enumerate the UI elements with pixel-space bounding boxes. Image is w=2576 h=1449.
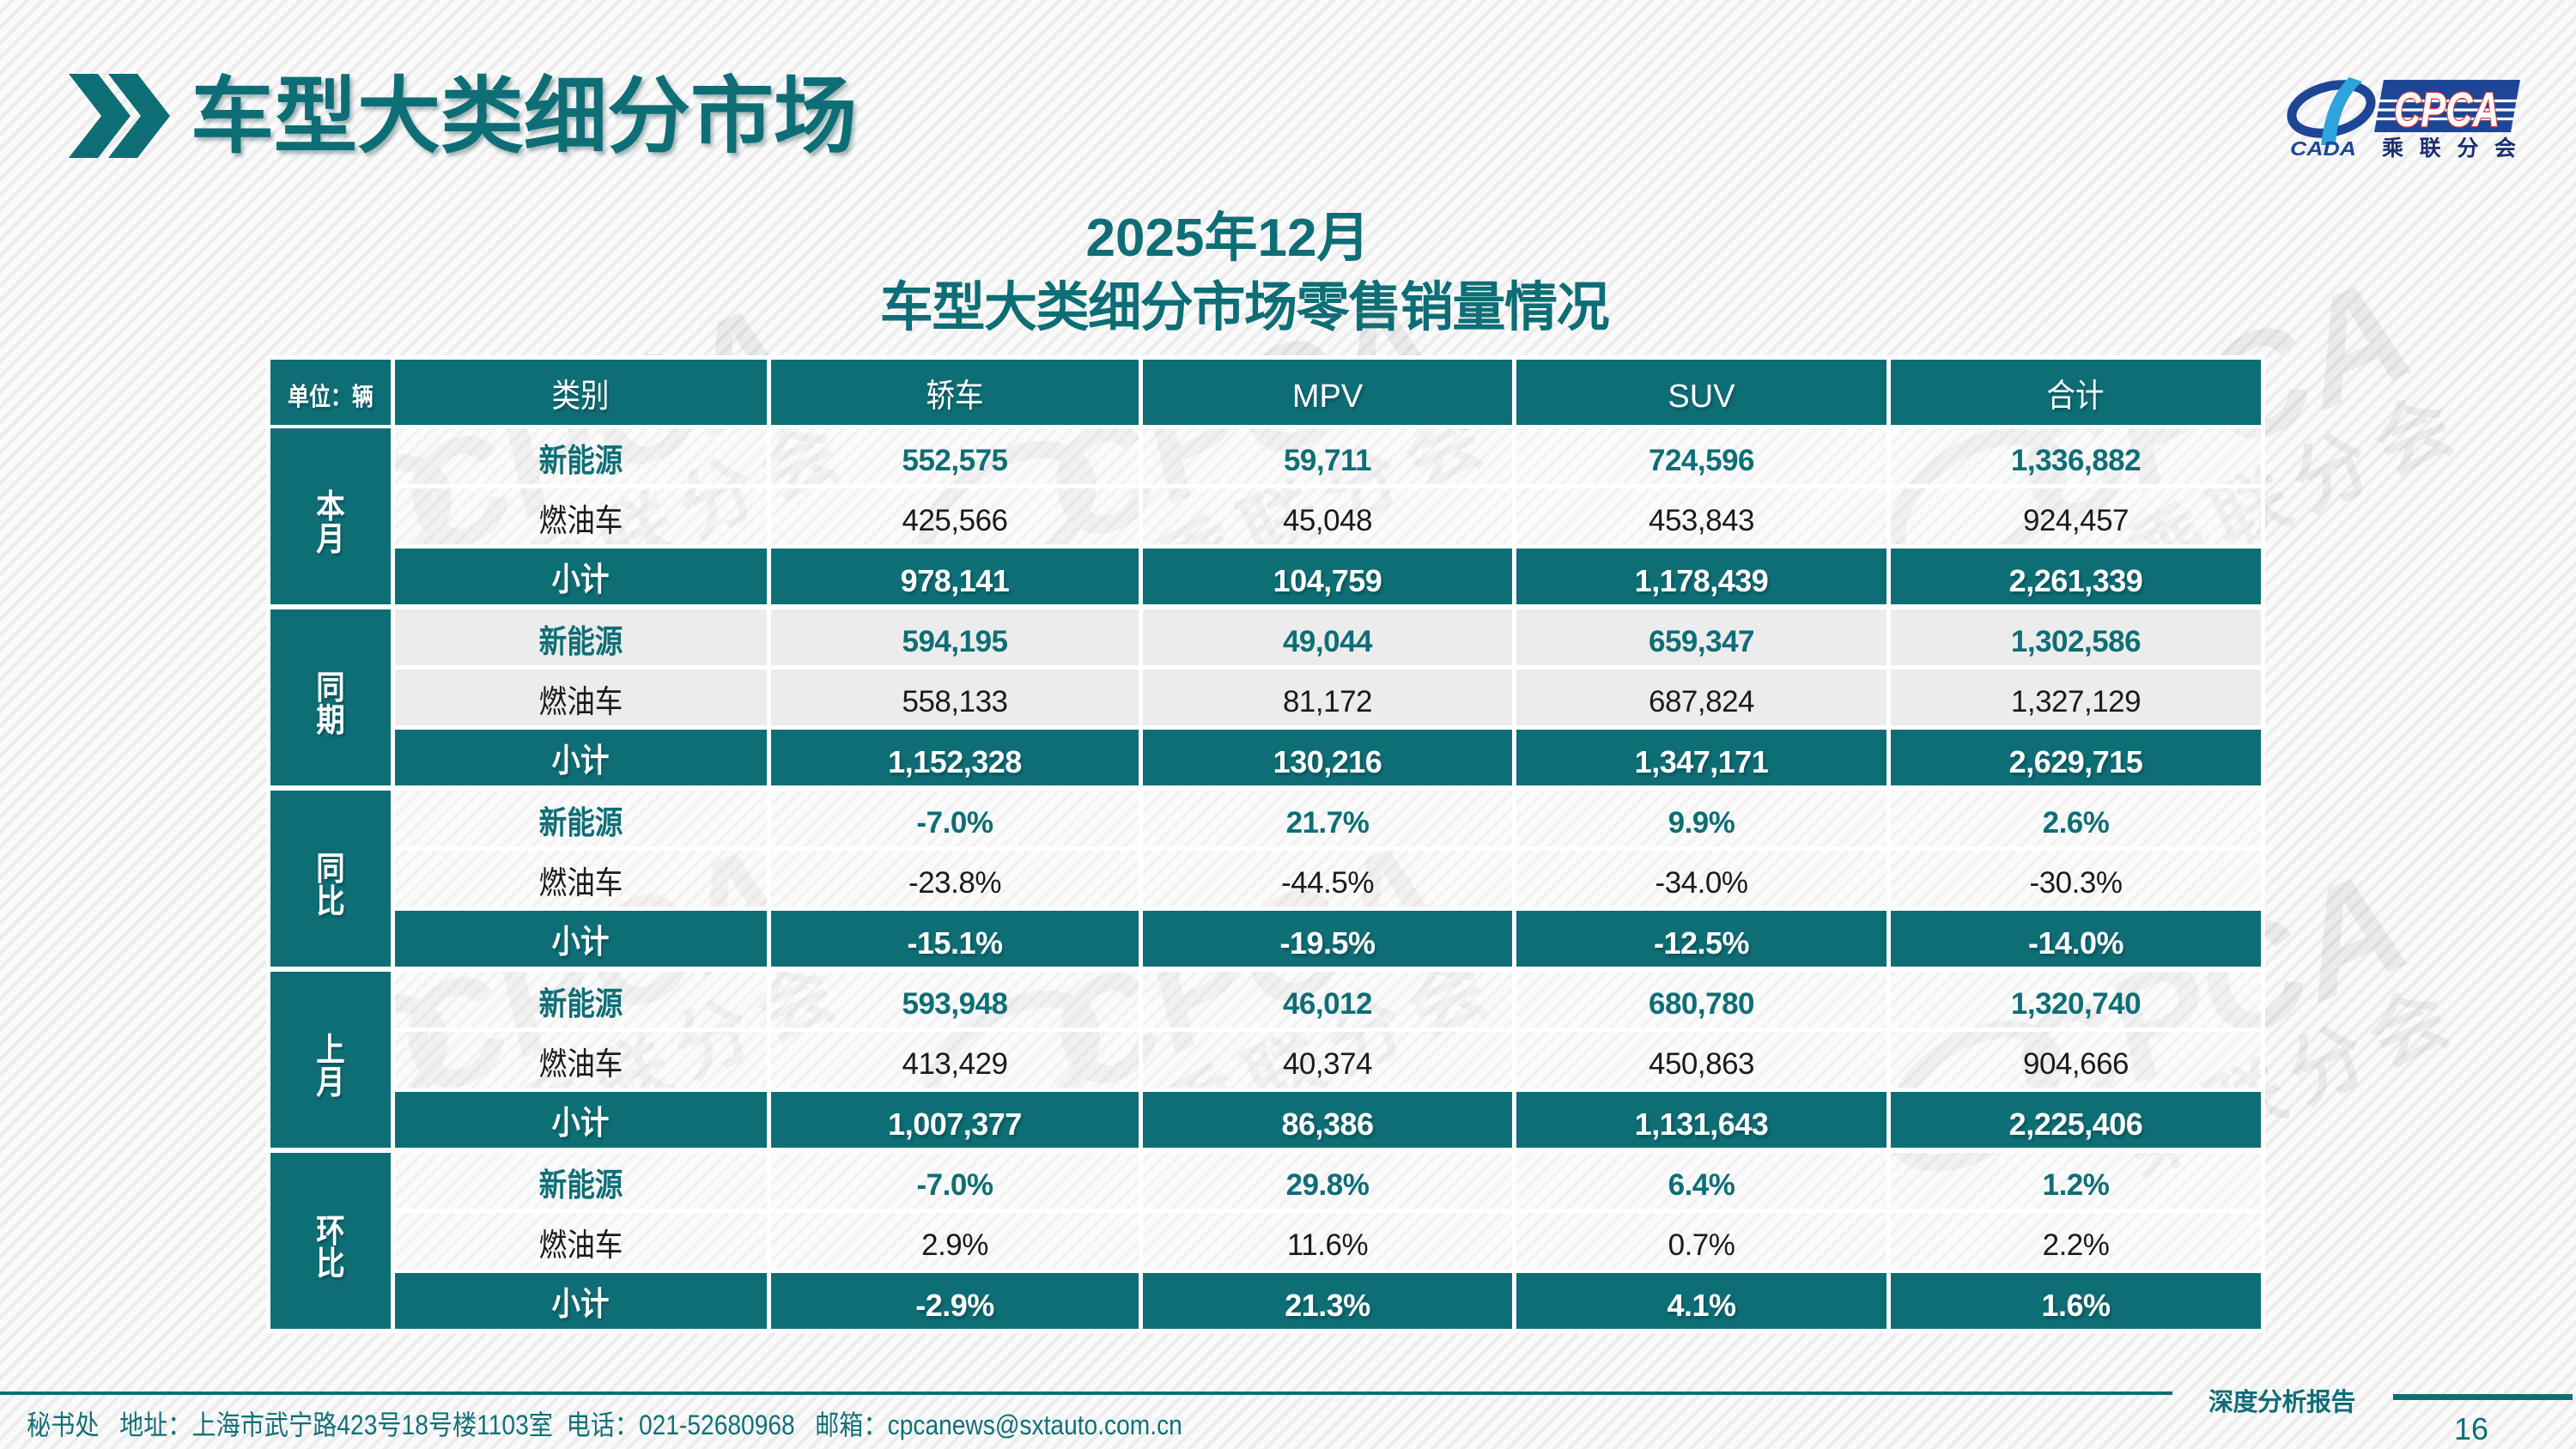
svg-text:CPCA: CPCA: [2394, 82, 2500, 137]
svg-text:CADA: CADA: [2290, 137, 2356, 160]
svg-text:乘联分会: 乘联分会: [2382, 136, 2516, 161]
